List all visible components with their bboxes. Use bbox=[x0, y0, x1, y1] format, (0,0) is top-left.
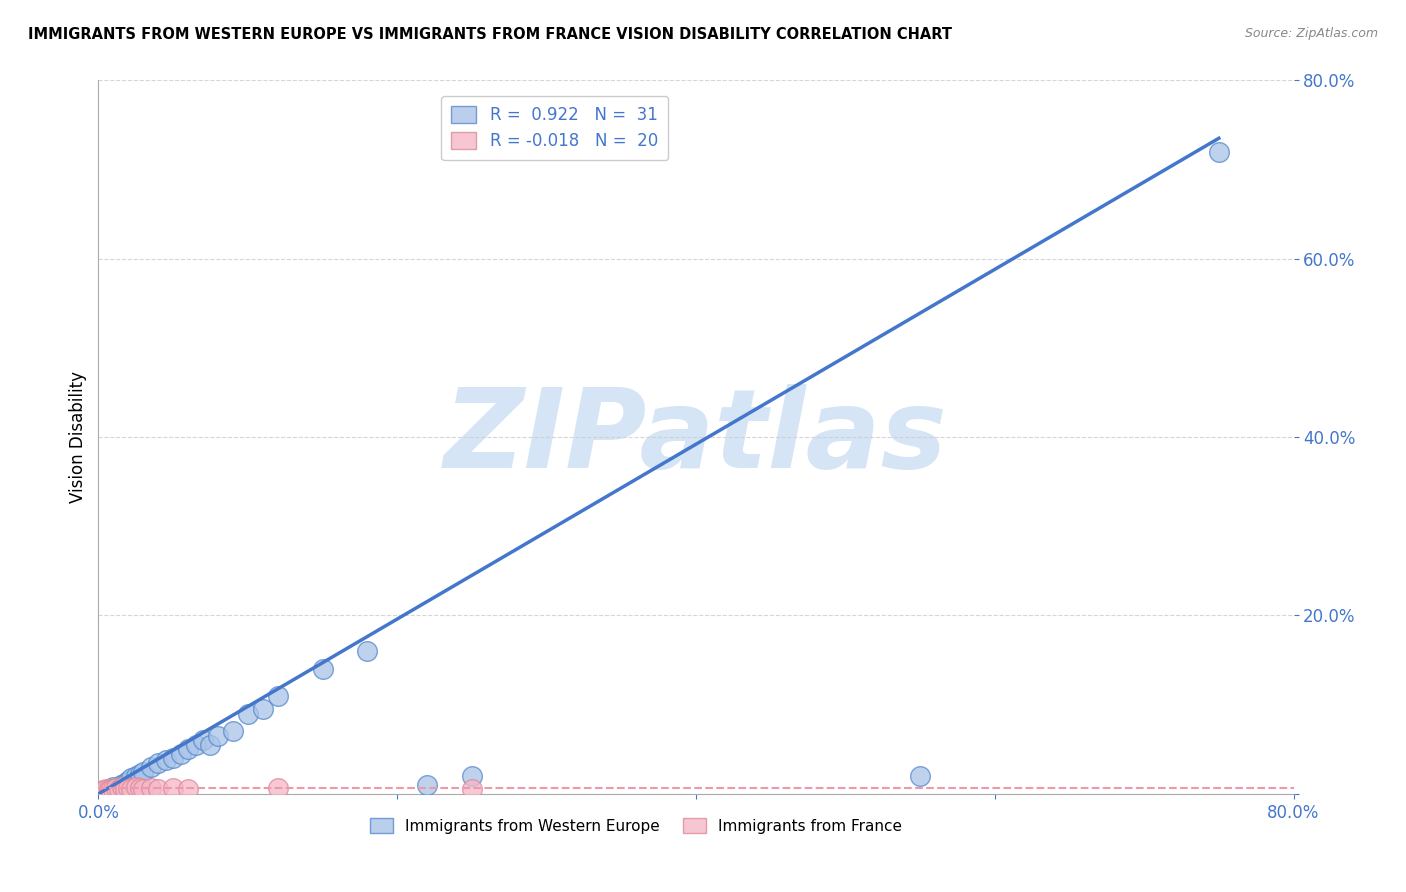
Point bbox=[98, 783, 122, 797]
Point bbox=[120, 781, 142, 796]
Point bbox=[461, 781, 484, 796]
Point bbox=[177, 742, 200, 756]
Point bbox=[125, 769, 148, 783]
Point bbox=[91, 783, 114, 797]
Point bbox=[117, 780, 139, 795]
Point bbox=[162, 780, 184, 795]
Point bbox=[200, 738, 222, 752]
Point bbox=[94, 782, 117, 797]
Point bbox=[222, 724, 245, 739]
Point bbox=[114, 776, 136, 790]
Point bbox=[98, 782, 122, 797]
Point bbox=[236, 706, 259, 721]
Point bbox=[110, 778, 132, 792]
Point bbox=[108, 781, 131, 796]
Y-axis label: Vision Disability: Vision Disability bbox=[69, 371, 87, 503]
Point bbox=[103, 780, 125, 794]
Point bbox=[252, 702, 274, 716]
Point bbox=[129, 767, 152, 781]
Point bbox=[461, 769, 484, 783]
Point bbox=[120, 771, 142, 785]
Point bbox=[125, 780, 148, 794]
Point bbox=[117, 773, 139, 788]
Legend: Immigrants from Western Europe, Immigrants from France: Immigrants from Western Europe, Immigran… bbox=[364, 812, 908, 839]
Point bbox=[94, 784, 117, 798]
Point bbox=[148, 756, 170, 770]
Point bbox=[105, 780, 128, 795]
Point bbox=[311, 662, 333, 676]
Point bbox=[177, 781, 200, 796]
Point bbox=[155, 753, 177, 767]
Point bbox=[132, 781, 155, 796]
Point bbox=[103, 781, 125, 796]
Point bbox=[184, 738, 207, 752]
Point bbox=[908, 769, 931, 783]
Point bbox=[1208, 145, 1230, 159]
Point bbox=[97, 781, 120, 796]
Text: IMMIGRANTS FROM WESTERN EUROPE VS IMMIGRANTS FROM FRANCE VISION DISABILITY CORRE: IMMIGRANTS FROM WESTERN EUROPE VS IMMIGR… bbox=[28, 27, 952, 42]
Point bbox=[111, 780, 134, 794]
Point bbox=[191, 733, 214, 747]
Point bbox=[139, 760, 162, 774]
Point bbox=[267, 689, 290, 703]
Point bbox=[207, 729, 229, 743]
Point bbox=[139, 780, 162, 795]
Text: Source: ZipAtlas.com: Source: ZipAtlas.com bbox=[1244, 27, 1378, 40]
Point bbox=[267, 780, 290, 795]
Point bbox=[114, 781, 136, 796]
Point bbox=[162, 751, 184, 765]
Point bbox=[169, 747, 191, 761]
Point bbox=[105, 781, 128, 796]
Text: ZIPatlas: ZIPatlas bbox=[444, 384, 948, 491]
Point bbox=[129, 780, 152, 795]
Point bbox=[416, 778, 439, 792]
Point bbox=[356, 644, 378, 658]
Point bbox=[132, 764, 155, 779]
Point bbox=[148, 781, 170, 796]
